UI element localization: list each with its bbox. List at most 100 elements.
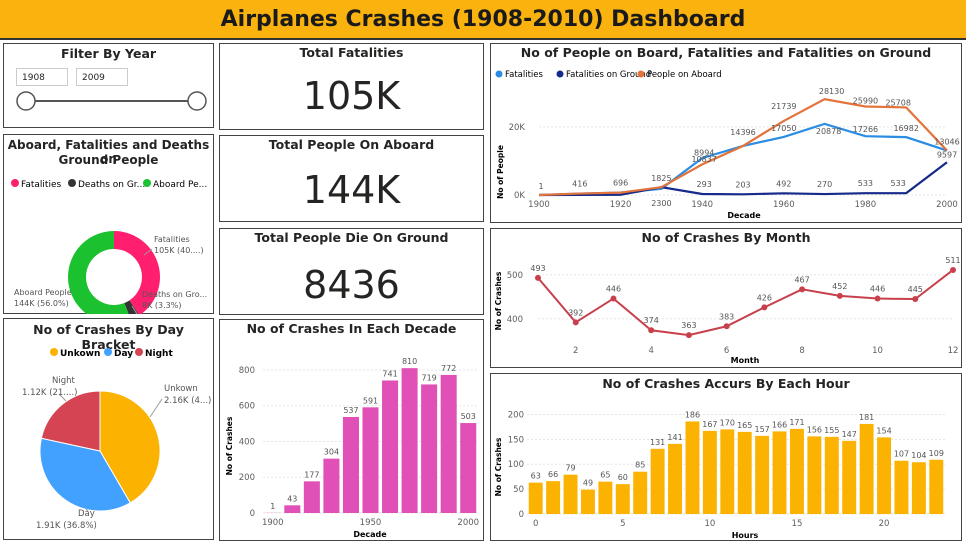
legend-dot-aboard [143,179,151,187]
hour-bar [668,443,683,514]
year-slider[interactable] [4,82,215,122]
hour-bar [911,462,926,514]
hour-data-label: 104 [911,451,926,460]
hour-data-label: 165 [737,421,752,430]
hour-ytick: 150 [508,435,524,445]
decade-xlabel: Decade [353,530,387,539]
donut-fatal-name: Fatalities [154,235,190,244]
month-point [836,292,843,299]
hour-data-label: 155 [824,426,839,435]
month-point [761,304,768,311]
decade-data-label: 1 [270,502,275,511]
decade-bar [401,368,418,513]
people-data-label: 21739 [771,102,796,111]
pie-day-val: 1.91K (36.8%) [36,521,97,531]
month-point [912,296,919,302]
month-data-label: 445 [908,285,923,294]
month-xlabel: Month [731,356,760,365]
hour-xtick: 15 [792,519,803,529]
month-line-chart: No of Crashes Month 400 500 2 4 6 8 10 12 493 392… [494,256,961,365]
month-xtick: 4 [648,346,653,356]
month-data-label: 452 [832,282,847,291]
month-data-label: 446 [606,285,621,294]
people-data-label: 17050 [771,124,796,133]
month-xtick: 12 [948,346,959,356]
hour-data-label: 79 [565,464,575,473]
donut-title-line2: Ground People [58,153,159,167]
donut-title-line1: Aboard, Fatalities and Deaths on [7,138,210,166]
ground-leader [131,305,138,314]
hour-xtick: 20 [879,519,890,529]
hour-bar [598,481,613,514]
slider-start-handle[interactable] [16,91,36,111]
hour-bar [563,474,578,514]
decade-bar [421,384,438,513]
people-data-label: 533 [858,179,873,188]
decade-data-label: 741 [382,369,397,378]
donut-slice-aboard [68,231,129,314]
hour-ytick: 50 [513,485,524,495]
decade-bar [342,416,359,513]
pie-unk-val: 2.16K (4...) [164,396,211,406]
people-data-label: 293 [697,180,712,189]
night-leader [58,393,67,402]
year-from-field[interactable]: 1908 [16,68,68,86]
month-point [723,323,730,330]
fatal-leader [143,248,153,256]
slider-end-handle[interactable] [187,91,207,111]
people-xlabel: Decade [727,211,761,220]
legend-dot-fatalities-line [495,70,503,78]
people-xtick: 1980 [855,200,877,210]
hour-data-label: 170 [720,418,735,427]
people-data-label: 10837 [691,155,716,164]
decade-bar-card: No of Crashes In Each Decade No of Crash… [219,319,484,541]
hour-ytick: 100 [508,460,524,470]
hour-data-label: 65 [600,471,610,480]
decade-data-label: 719 [421,373,436,382]
decade-bar [284,505,301,513]
month-data-label: 446 [870,285,885,294]
legend-ground: Deaths on Gr... [78,180,145,190]
decade-data-label: 772 [441,364,456,373]
kpi-ground-value: 8436 [303,263,400,307]
decade-data-label: 304 [324,448,339,457]
kpi-fatalities-card: Total Fatalities 105K [219,43,484,130]
hour-data-label: 60 [618,473,628,482]
month-ytick: 400 [507,315,523,325]
people-line-aboard [538,98,948,197]
people-data-label: 28130 [819,87,844,96]
month-point [535,274,541,281]
decade-data-label: 177 [304,470,319,479]
people-data-label: 13046 [934,138,959,147]
pie-slices [39,390,163,512]
pie-unk-name: Unkown [164,384,198,394]
hour-bar [842,440,857,514]
people-line-card: No of People on Board, Fatalities and Fa… [490,43,962,223]
year-to-field[interactable]: 2009 [76,68,128,86]
kpi-ground-title: Total People Die On Ground [254,230,449,245]
month-data-label: 493 [530,264,545,273]
people-xtick: 1900 [528,200,550,210]
month-xtick: 8 [799,346,804,356]
people-data-label: 533 [891,179,906,188]
legend-dot-ground [68,179,76,187]
hour-bar-title: No of Crashes Accurs By Each Hour [602,376,850,391]
hour-bar [580,489,595,514]
people-data-label: 20878 [816,127,841,136]
people-xtick: 1920 [610,200,632,210]
month-xtick: 10 [872,346,883,356]
month-xtick: 6 [724,346,729,356]
month-line [537,269,954,337]
decade-bar [303,481,320,513]
legend-fatalities-line: Fatalities [505,70,544,80]
month-data-label: 467 [794,275,809,284]
hour-bar [807,436,822,514]
decade-data-label: 43 [287,494,297,503]
hour-data-label: 167 [702,420,717,429]
people-ylabel: No of People [496,145,505,199]
people-data-label: 416 [572,180,587,189]
filter-title: Filter By Year [60,46,157,61]
legend-day: Day [114,349,133,359]
kpi-fatalities-title: Total Fatalities [299,45,404,60]
decade-data-label: 591 [363,396,378,405]
